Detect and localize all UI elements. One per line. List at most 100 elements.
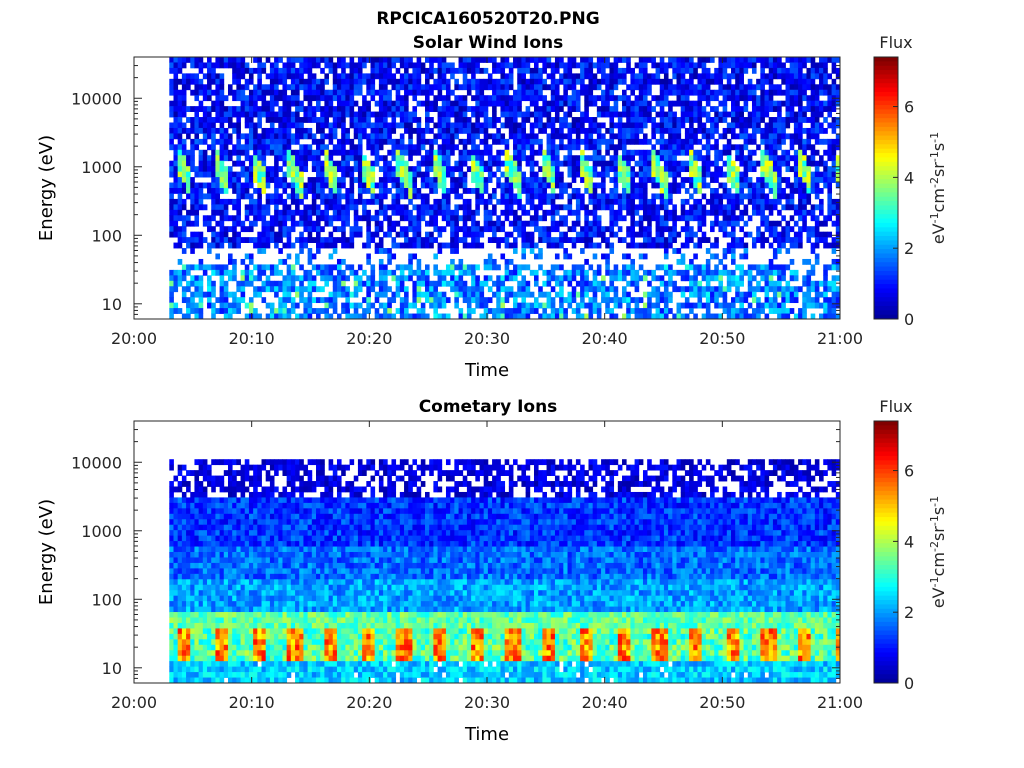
- heatmap-cell: [521, 220, 527, 227]
- heatmap-cell: [177, 117, 183, 123]
- heatmap-cell: [529, 78, 535, 85]
- heatmap-cell: [517, 160, 522, 167]
- heatmap-cell: [710, 226, 715, 233]
- heatmap-cell: [651, 269, 656, 276]
- heatmap-cell: [257, 62, 262, 69]
- heatmap-cell: [546, 84, 552, 91]
- heatmap-cell: [425, 155, 430, 162]
- heatmap-cell: [445, 215, 451, 222]
- heatmap-cell: [521, 117, 527, 123]
- heatmap-cell: [714, 313, 719, 320]
- heatmap-cell: [529, 171, 535, 178]
- heatmap-cell: [395, 198, 401, 205]
- heatmap-cell: [219, 149, 225, 156]
- heatmap-cell: [697, 177, 703, 183]
- heatmap-cell: [399, 313, 405, 320]
- heatmap-cell: [299, 177, 304, 183]
- heatmap-cell: [684, 62, 690, 69]
- heatmap-cell: [651, 95, 656, 102]
- heatmap-cell: [756, 177, 761, 183]
- heatmap-cell: [248, 193, 254, 200]
- heatmap-cell: [764, 57, 770, 63]
- heatmap-cell: [592, 122, 598, 129]
- heatmap-cell: [605, 100, 610, 107]
- heatmap-cell: [181, 248, 187, 254]
- heatmap-cell: [697, 220, 703, 227]
- heatmap-cell: [466, 78, 472, 85]
- heatmap-cell: [567, 182, 573, 189]
- heatmap-cell: [764, 264, 770, 271]
- heatmap-cell: [370, 302, 376, 309]
- heatmap-cell: [504, 286, 510, 293]
- heatmap-cell: [290, 149, 296, 156]
- heatmap-cell: [425, 193, 430, 200]
- heatmap-cell: [626, 242, 631, 249]
- heatmap-cell: [181, 127, 187, 134]
- heatmap-cell: [525, 133, 531, 140]
- heatmap-cell: [404, 226, 409, 233]
- heatmap-cell: [362, 166, 367, 173]
- heatmap-cell: [445, 78, 451, 85]
- heatmap-cell: [383, 204, 388, 211]
- heatmap-cell: [672, 57, 677, 63]
- heatmap-cell: [248, 100, 254, 107]
- heatmap-cell: [592, 215, 598, 222]
- heatmap-cell: [714, 155, 719, 162]
- heatmap-cell: [425, 166, 430, 173]
- heatmap-cell: [714, 237, 719, 243]
- heatmap-cell: [630, 155, 635, 162]
- heatmap-cell: [731, 198, 736, 205]
- heatmap-cell: [173, 67, 179, 74]
- heatmap-cell: [496, 95, 501, 102]
- heatmap-cell: [248, 204, 254, 211]
- heatmap-cell: [638, 182, 644, 189]
- heatmap-cell: [517, 269, 522, 276]
- heatmap-cell: [575, 308, 581, 314]
- heatmap-cell: [454, 302, 459, 309]
- heatmap-cell: [529, 302, 535, 309]
- heatmap-cell: [320, 209, 325, 216]
- heatmap-cell: [236, 127, 241, 134]
- heatmap-cell: [659, 226, 665, 233]
- heatmap-cell: [722, 95, 728, 102]
- heatmap-cell: [680, 57, 686, 63]
- heatmap-cell: [169, 226, 174, 233]
- heatmap-cell: [605, 166, 610, 173]
- heatmap-cell: [567, 73, 573, 80]
- heatmap-cell: [714, 188, 719, 194]
- heatmap-cell: [735, 182, 740, 189]
- heatmap-cell: [332, 177, 338, 183]
- heatmap-cell: [542, 62, 547, 69]
- heatmap-cell: [487, 297, 493, 304]
- heatmap-cell: [726, 138, 732, 145]
- heatmap-cell: [672, 188, 677, 194]
- heatmap-cell: [722, 231, 728, 238]
- heatmap-cell: [265, 198, 271, 205]
- heatmap-cell: [404, 231, 409, 238]
- heatmap-cell: [219, 106, 225, 112]
- heatmap-cell: [575, 138, 581, 145]
- heatmap-cell: [261, 286, 267, 293]
- heatmap-cell: [596, 204, 602, 211]
- heatmap-cell: [659, 84, 665, 91]
- heatmap-cell: [479, 291, 485, 298]
- heatmap-cell: [341, 122, 346, 129]
- heatmap-cell: [663, 308, 669, 314]
- heatmap-cell: [554, 280, 560, 287]
- heatmap-cell: [760, 231, 765, 238]
- heatmap-cell: [601, 57, 606, 63]
- heatmap-cell: [362, 204, 367, 211]
- heatmap-cell: [500, 253, 506, 260]
- heatmap-cell: [596, 67, 602, 74]
- heatmap-cell: [538, 144, 543, 151]
- heatmap-cell: [768, 127, 774, 134]
- heatmap-cell: [198, 138, 204, 145]
- heatmap-cell: [219, 160, 225, 167]
- heatmap-cell: [399, 78, 405, 85]
- heatmap-cell: [399, 160, 405, 167]
- heatmap-cell: [697, 209, 703, 216]
- heatmap-cell: [173, 209, 179, 216]
- heatmap-cell: [584, 226, 589, 233]
- heatmap-cell: [362, 242, 367, 249]
- heatmap-cell: [219, 127, 225, 134]
